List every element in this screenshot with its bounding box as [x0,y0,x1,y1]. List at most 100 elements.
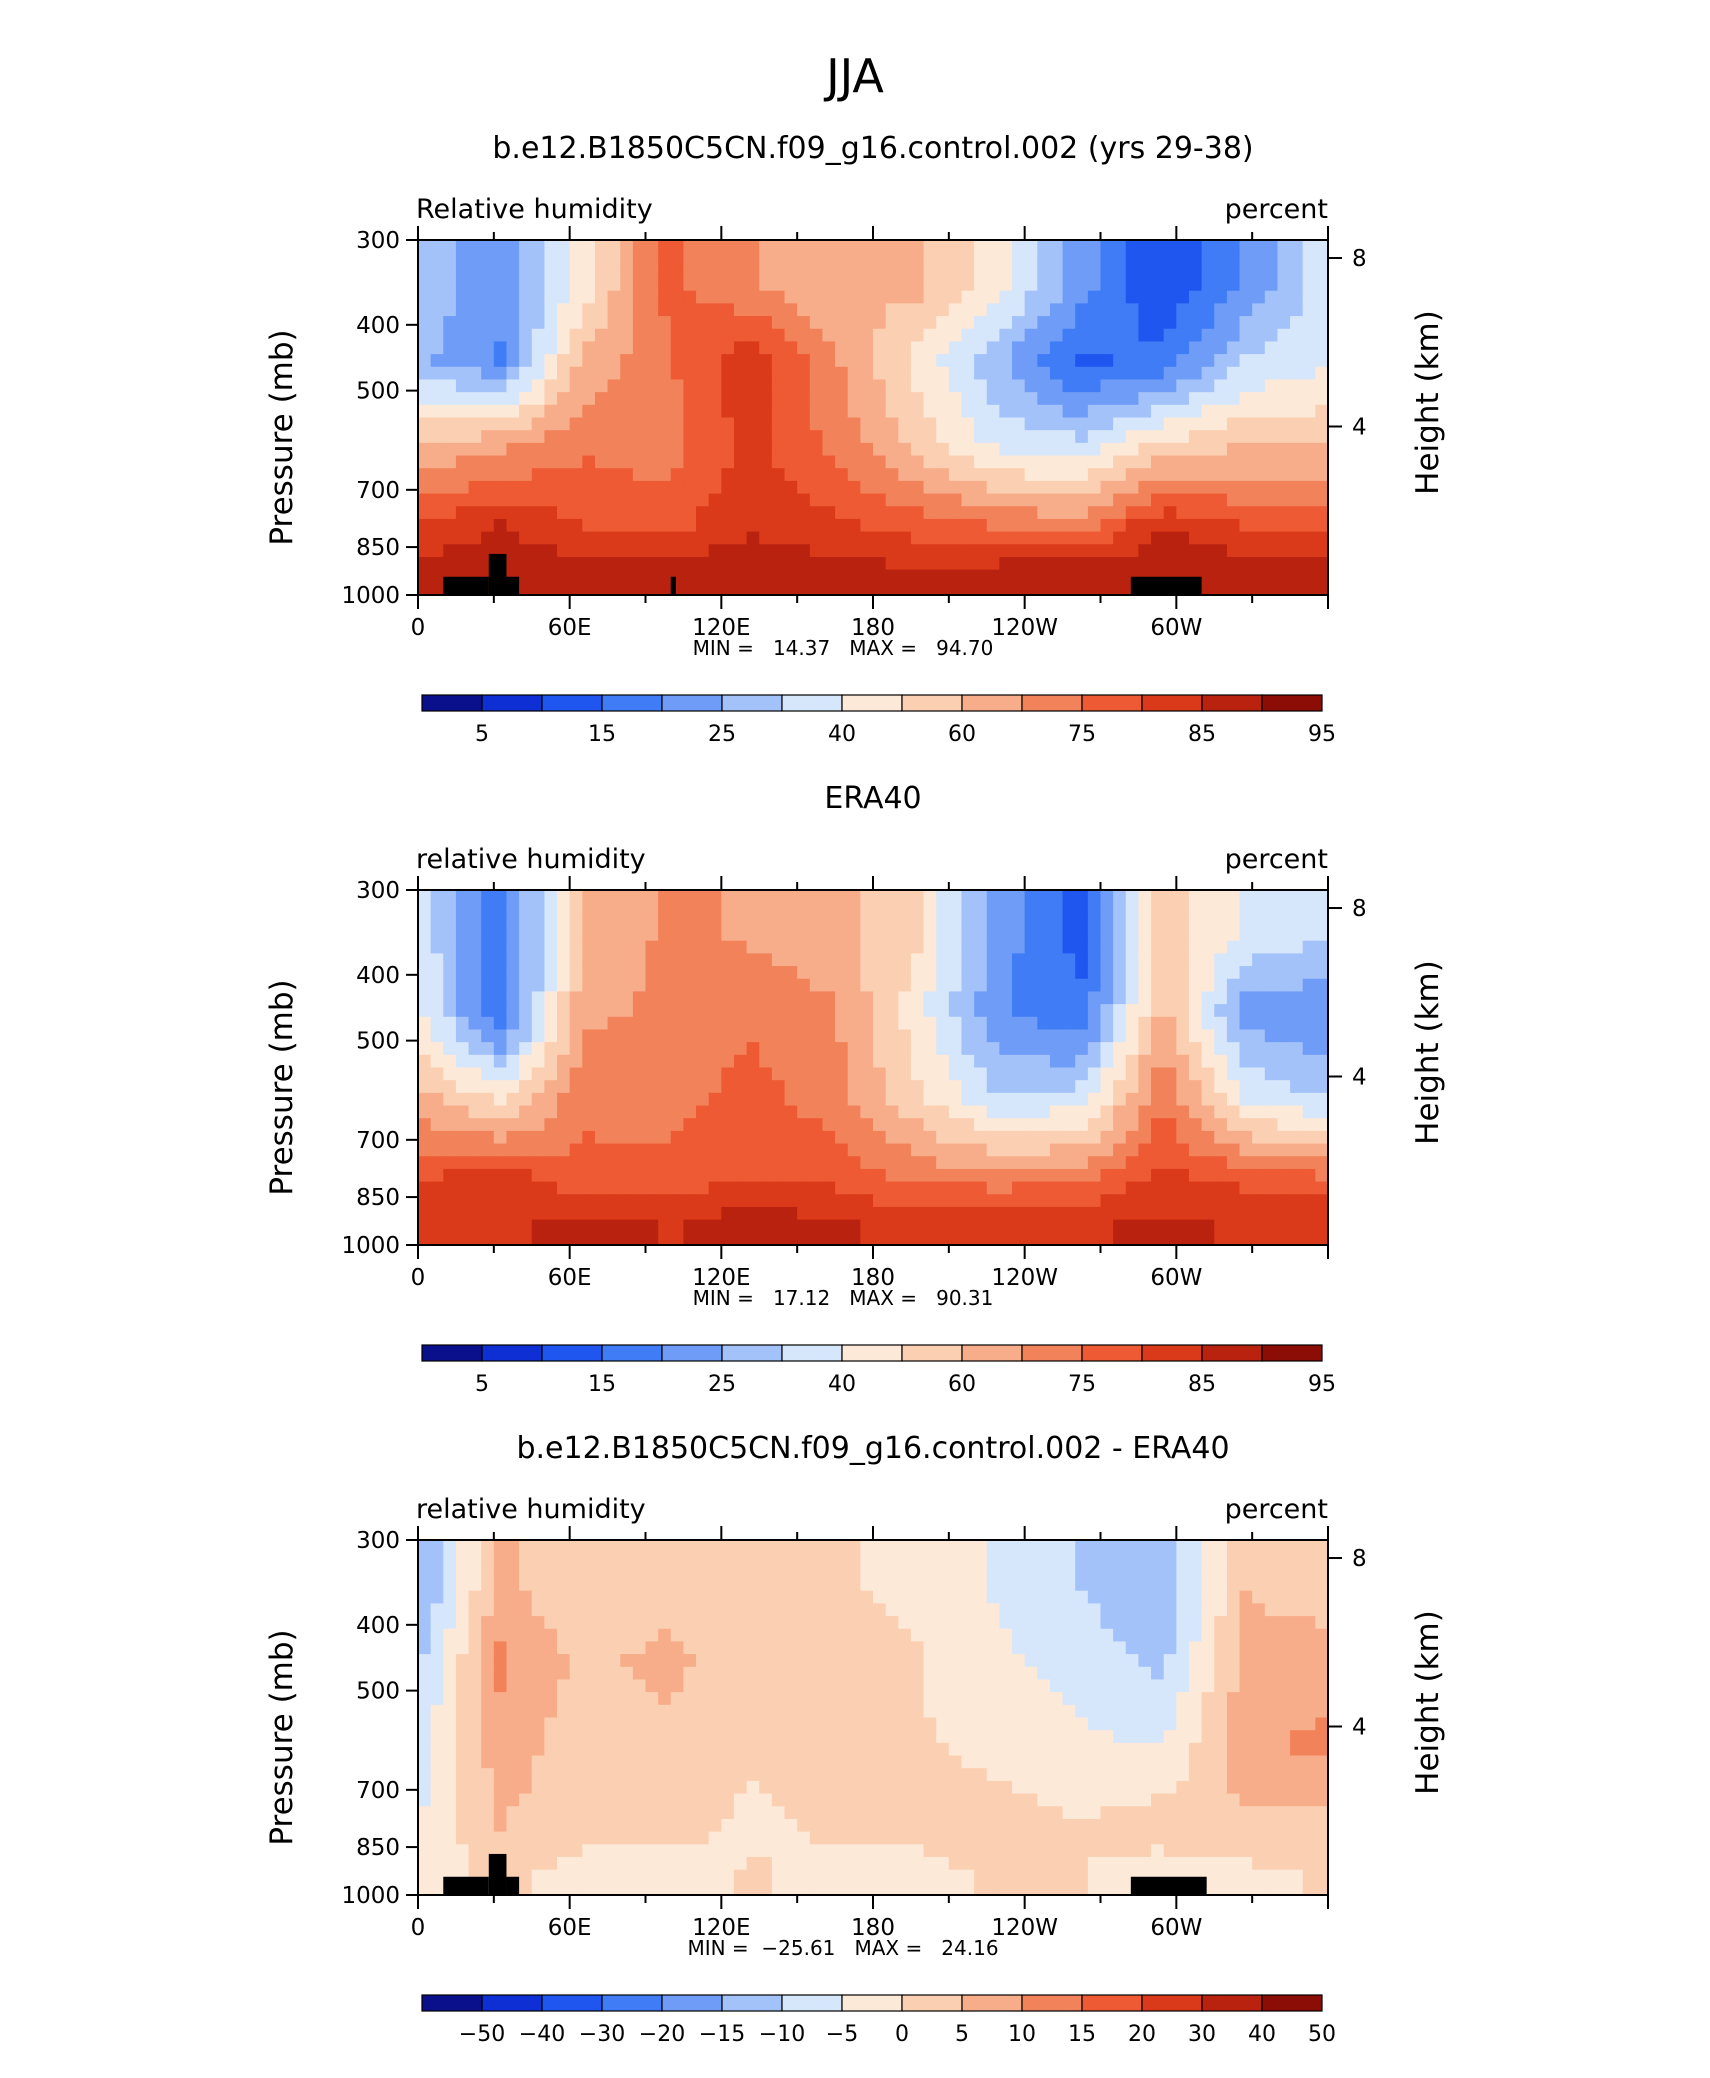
contour-cell [936,966,949,979]
contour-cell [1101,468,1114,481]
contour-cell [1252,1004,1265,1017]
contour-cell [886,1207,899,1220]
contour-cell [721,456,734,469]
contour-cell [658,1068,671,1081]
contour-cell [1138,1118,1151,1131]
contour-cell [1075,570,1088,583]
contour-cell [987,253,1000,266]
contour-cell [646,941,659,954]
contour-cell [1151,915,1164,928]
contour-cell [772,291,785,304]
contour-cell [1252,890,1265,903]
contour-cell [974,1540,987,1553]
contour-cell [835,1029,848,1042]
contour-cell [1151,316,1164,329]
contour-cell [582,329,595,342]
contour-cell [1113,1578,1126,1591]
contour-cell [1189,506,1202,519]
contour-cell [1025,1565,1038,1578]
contour-cell [1290,354,1303,367]
contour-cell [1050,941,1063,954]
contour-cell [924,966,937,979]
contour-cell [1176,367,1189,380]
colorbar-swatch [1082,695,1142,711]
contour-cell [886,1540,899,1553]
contour-cell [1063,953,1076,966]
contour-cell [1050,1553,1063,1566]
contour-cell [582,903,595,916]
contour-cell [1290,1641,1303,1654]
contour-cell [848,1131,861,1144]
right-label: percent [1225,844,1328,875]
contour-cell [734,1603,747,1616]
contour-cell [1101,1169,1114,1182]
contour-cell [1164,1131,1177,1144]
contour-cell [570,1156,583,1169]
contour-cell [999,278,1012,291]
contour-cell [633,316,646,329]
contour-cell [1101,253,1114,266]
contour-cell [443,367,456,380]
contour-cell [797,430,810,443]
contour-cell [886,240,899,253]
contour-cell [1189,1565,1202,1578]
panel-3: b.e12.B1850C5CN.f09_g16.control.002 - ER… [264,1431,1446,2047]
contour-cell [1151,966,1164,979]
contour-cell [570,1667,583,1680]
contour-cell [1126,506,1139,519]
contour-cell [860,1603,873,1616]
contour-cell [481,481,494,494]
contour-cell [924,519,937,532]
contour-cell [797,1106,810,1119]
contour-cell [456,1055,469,1068]
contour-cell [911,1029,924,1042]
contour-cell [785,405,798,418]
contour-cell [443,941,456,954]
contour-cell [1303,1578,1316,1591]
contour-cell [1050,240,1063,253]
contour-cell [443,1017,456,1030]
contour-cell [418,1017,431,1030]
contour-cell [683,240,696,253]
contour-cell [519,443,532,456]
contour-cell [1088,1207,1101,1220]
contour-cell [936,1578,949,1591]
contour-cell [608,418,621,431]
contour-cell [835,1629,848,1642]
contour-cell [1202,291,1215,304]
contour-cell [494,468,507,481]
contour-cell [443,1093,456,1106]
contour-cell [1214,1093,1227,1106]
contour-cell [1164,557,1177,570]
contour-cell [1189,1220,1202,1233]
contour-cell [506,367,519,380]
contour-cell [860,456,873,469]
contour-cell [772,303,785,316]
contour-cell [1315,1603,1328,1616]
contour-cell [620,1591,633,1604]
contour-cell [759,1667,772,1680]
contour-cell [911,1004,924,1017]
contour-cell [1025,1232,1038,1245]
contour-cell [532,1144,545,1157]
contour-cell [1126,544,1139,557]
contour-cell [860,329,873,342]
contour-cell [1189,532,1202,545]
contour-cell [810,392,823,405]
contour-cell [873,582,886,595]
contour-cell [1252,329,1265,342]
contour-cell [848,506,861,519]
contour-cell [772,1029,785,1042]
contour-cell [1240,1156,1253,1169]
contour-cell [1315,1565,1328,1578]
contour-cell [1303,506,1316,519]
contour-cell [456,367,469,380]
contour-cell [1240,367,1253,380]
contour-cell [519,1182,532,1195]
contour-cell [506,1093,519,1106]
contour-cell [1214,903,1227,916]
contour-cell [772,278,785,291]
contour-cell [544,582,557,595]
contour-cell [570,316,583,329]
contour-cell [1138,890,1151,903]
